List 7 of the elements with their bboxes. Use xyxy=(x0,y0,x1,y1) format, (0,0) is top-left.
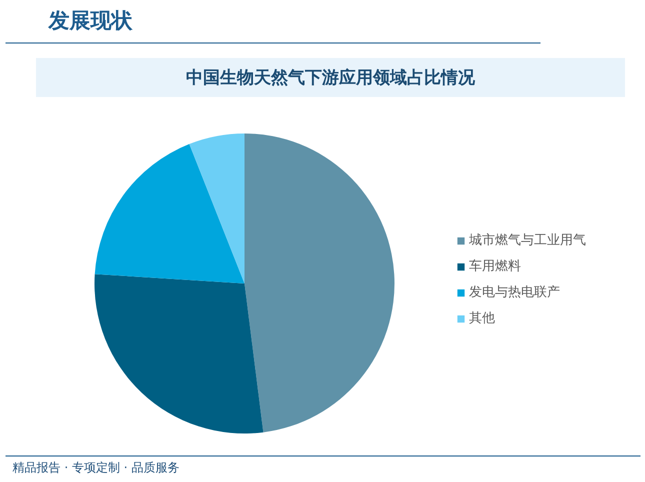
text: 发展现状 xyxy=(48,8,134,32)
legend-label: 城市燃气与工业用气 xyxy=(469,232,586,249)
legend-label: 其他 xyxy=(469,310,495,327)
legend-label: 发电与热电联产 xyxy=(469,284,560,301)
text: 精品报告 · 专项定制 · 品质服务 xyxy=(12,460,180,474)
legend-label: 车用燃料 xyxy=(469,258,521,275)
chart-title: 中国生物天然气下游应用领域占比情况 xyxy=(186,68,476,87)
